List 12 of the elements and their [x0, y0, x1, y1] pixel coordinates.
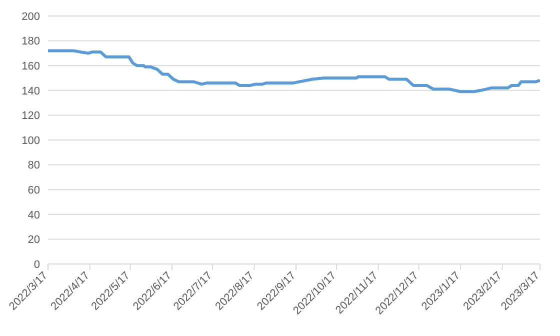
y-tick-label: 40 — [28, 209, 40, 222]
y-tick-label: 80 — [28, 160, 40, 172]
y-tick-label: 140 — [22, 85, 40, 98]
y-tick-label: 100 — [22, 134, 40, 147]
y-tick-label: 120 — [22, 110, 40, 122]
y-tick-label: 200 — [22, 10, 40, 23]
y-tick-label: 60 — [28, 184, 40, 197]
y-tick-label: 160 — [22, 60, 40, 73]
line-series — [48, 49, 540, 94]
y-tick-label: 20 — [28, 234, 40, 246]
y-tick-label: 0 — [34, 258, 40, 271]
y-tick-label: 180 — [22, 36, 40, 48]
